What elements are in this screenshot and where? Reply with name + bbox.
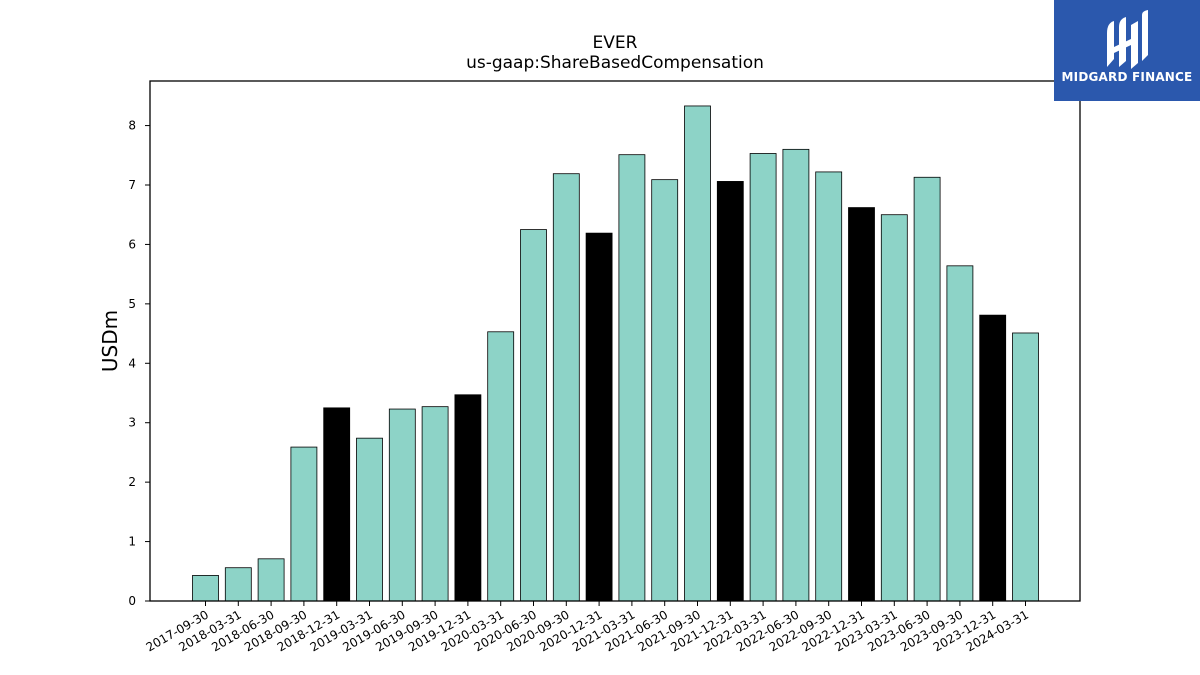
bar-2019-06-30 [388,408,416,602]
bar-2019-03-31 [356,437,383,602]
y-tick-label: 6 [128,237,136,251]
bar-2019-12-31 [454,394,482,602]
bar-2020-09-30 [552,173,580,602]
x-axis-ticks: 2017-09-302018-03-312018-06-302018-09-30… [144,601,1031,654]
bar-2023-12-31 [979,314,1007,602]
bar-2020-03-31 [487,331,515,602]
bar-2023-03-31 [880,214,908,602]
y-tick-label: 4 [128,356,136,370]
bar-2022-06-30 [782,148,810,602]
bar-2024-03-31 [1012,332,1039,602]
bars-group [192,105,1039,602]
y-tick-label: 0 [128,594,136,608]
bar-2021-03-31 [618,154,646,602]
bar-2018-06-30 [257,558,285,602]
bar-2021-12-31 [716,181,744,602]
bar-2021-09-30 [684,105,711,602]
bar-2018-03-31 [224,567,252,602]
y-tick-label: 3 [128,416,136,430]
y-tick-label: 8 [128,119,136,133]
y-axis-label: USDm [98,310,122,372]
y-tick-label: 1 [128,535,136,549]
bar-2020-06-30 [520,229,547,602]
y-tick-label: 5 [128,297,136,311]
chart-title: EVER [592,33,638,53]
midgard-logo-icon [1107,10,1148,69]
logo-text: MIDGARD FINANCE [1061,70,1193,84]
midgard-finance-logo: MIDGARD FINANCE [1054,0,1200,101]
bar-2018-09-30 [290,446,318,602]
bar-2020-12-31 [585,232,613,602]
y-tick-label: 7 [128,178,136,192]
bar-2018-12-31 [323,407,351,602]
chart-subtitle: us-gaap:ShareBasedCompensation [466,53,764,73]
bar-2022-09-30 [815,171,843,602]
y-axis-ticks: 0 1 2 3 4 5 6 7 8 [128,119,150,608]
bar-2022-12-31 [848,207,875,602]
bar-2023-09-30 [946,265,974,602]
bar-2022-03-31 [749,153,777,602]
bar-2021-06-30 [651,179,679,602]
y-tick-label: 2 [128,475,136,489]
bar-2019-09-30 [421,406,449,602]
plot-frame [149,80,1081,602]
bar-2017-09-30 [192,575,219,602]
bar-2023-06-30 [913,176,941,602]
